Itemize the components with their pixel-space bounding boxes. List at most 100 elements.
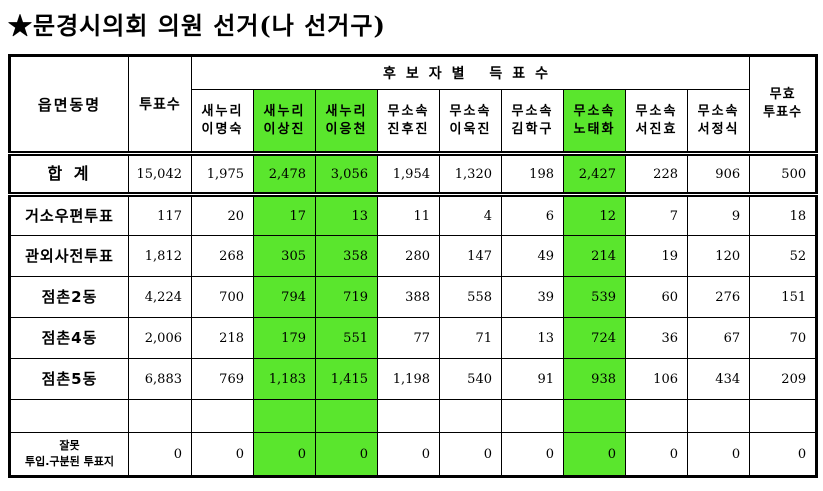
table-cell: 906 — [686, 151, 751, 197]
row-label: 잘못 투입.구분된 투표지 — [9, 432, 129, 477]
table-cell: 0 — [563, 432, 626, 477]
table-cell — [563, 399, 626, 433]
table-cell: 1,415 — [315, 358, 378, 400]
col-header-candidate-7: 무소속 노태화 — [563, 89, 626, 155]
table-cell: 91 — [501, 358, 564, 400]
table-cell: 276 — [686, 276, 751, 318]
table-cell: 7 — [625, 194, 688, 236]
table-cell: 18 — [749, 194, 818, 236]
table-row-7 — [9, 399, 818, 433]
table-cell: 500 — [749, 151, 818, 197]
table-cell: 358 — [315, 235, 378, 277]
row-label: 거소우편투표 — [9, 194, 129, 236]
table-cell: 0 — [315, 432, 378, 477]
table-cell: 1,320 — [439, 151, 502, 197]
table-cell: 147 — [439, 235, 502, 277]
table-cell: 0 — [501, 432, 564, 477]
table-cell: 0 — [253, 432, 316, 477]
table-cell: 388 — [377, 276, 440, 318]
table-row-4: 점촌2동 4,224 700 794 719 388 558 39 539 60 276 151 — [9, 276, 818, 318]
table-cell: 6,883 — [128, 358, 192, 400]
table-cell: 6 — [501, 194, 564, 236]
row-label: 점촌2동 — [9, 276, 129, 318]
table-cell: 71 — [439, 317, 502, 359]
col-header-candidate-5: 무소속 이욱진 — [439, 89, 502, 155]
table-cell: 228 — [625, 151, 688, 197]
table-cell: 106 — [625, 358, 688, 400]
table-cell — [315, 399, 378, 433]
table-cell: 769 — [191, 358, 254, 400]
table-row-3: 관외사전투표 1,812 268 305 358 280 147 49 214 19 120 52 — [9, 235, 818, 277]
table-cell: 558 — [439, 276, 502, 318]
table-cell: 9 — [686, 194, 751, 236]
col-header-candidate-3: 새누리 이응천 — [315, 89, 378, 155]
table-cell: 4 — [439, 194, 502, 236]
table-cell: 209 — [749, 358, 818, 400]
table-cell: 120 — [686, 235, 751, 277]
row-label: 관외사전투표 — [9, 235, 129, 277]
table-cell: 39 — [501, 276, 564, 318]
table-cell — [439, 399, 502, 433]
table-cell: 0 — [686, 432, 751, 477]
table-cell: 13 — [501, 317, 564, 359]
table-cell — [377, 399, 440, 433]
table-cell: 218 — [191, 317, 254, 359]
table-cell — [128, 399, 192, 433]
table-cell: 0 — [191, 432, 254, 477]
table-cell: 13 — [315, 194, 378, 236]
table-cell: 1,954 — [377, 151, 440, 197]
table-cell: 794 — [253, 276, 316, 318]
table-cell: 0 — [625, 432, 688, 477]
table-cell — [253, 399, 316, 433]
table-cell: 15,042 — [128, 151, 192, 197]
col-header-candidate-1: 새누리 이명숙 — [191, 89, 254, 155]
table-cell — [501, 399, 564, 433]
table-cell: 117 — [128, 194, 192, 236]
table-cell: 540 — [439, 358, 502, 400]
table-cell: 0 — [128, 432, 192, 477]
table-cell: 305 — [253, 235, 316, 277]
table-cell: 2,427 — [563, 151, 626, 197]
row-label: 점촌5동 — [9, 358, 129, 400]
election-results-table: 읍면동명 투표수 후보자별 득표수 무효 투표수 새누리 이명숙 새누리 이상진 새… — [8, 54, 819, 478]
col-header-candidate-8: 무소속 서진효 — [625, 89, 688, 155]
table-cell — [686, 399, 751, 433]
table-cell: 719 — [315, 276, 378, 318]
table-row-1: 합 계 15,042 1,975 2,478 3,056 1,954 1,320 198 2,4… — [9, 151, 818, 197]
col-header-candidate-4: 무소속 진후진 — [377, 89, 440, 155]
table-cell: 724 — [563, 317, 626, 359]
table-cell: 60 — [625, 276, 688, 318]
table-cell: 11 — [377, 194, 440, 236]
table-row-8: 잘못 투입.구분된 투표지 0 0 0 0 0 0 0 0 0 0 0 — [9, 432, 818, 477]
table-cell: 77 — [377, 317, 440, 359]
table-row-5: 점촌4동 2,006 218 179 551 77 71 13 724 36 67 70 — [9, 317, 818, 359]
row-label: 점촌4동 — [9, 317, 129, 359]
table-row-2: 거소우편투표 117 20 17 13 11 4 6 12 7 9 18 — [9, 194, 818, 236]
table-cell: 2,478 — [253, 151, 316, 197]
table-cell — [749, 399, 818, 433]
table-cell: 49 — [501, 235, 564, 277]
table-cell: 268 — [191, 235, 254, 277]
col-header-candidate-6: 무소속 김학구 — [501, 89, 564, 155]
table-cell: 539 — [563, 276, 626, 318]
table-cell: 4,224 — [128, 276, 192, 318]
table-cell: 67 — [686, 317, 751, 359]
table-cell: 700 — [191, 276, 254, 318]
table-row-6: 점촌5동 6,883 769 1,183 1,415 1,198 540 91 938 106 43… — [9, 358, 818, 400]
table-cell: 179 — [253, 317, 316, 359]
col-header-region: 읍면동명 — [9, 55, 129, 154]
table-cell: 151 — [749, 276, 818, 318]
table-cell: 20 — [191, 194, 254, 236]
col-header-candidates-group: 후보자별 득표수 — [190, 55, 751, 90]
page-title: ★문경시의회 의원 선거(나 선거구) — [8, 11, 386, 40]
table-cell: 1,198 — [377, 358, 440, 400]
table-cell: 17 — [253, 194, 316, 236]
table-cell: 2,006 — [128, 317, 192, 359]
table-cell: 3,056 — [315, 151, 378, 197]
table-cell: 52 — [749, 235, 818, 277]
table-cell: 551 — [315, 317, 378, 359]
row-label: 합 계 — [9, 151, 129, 197]
table-cell: 1,183 — [253, 358, 316, 400]
col-header-candidate-2: 새누리 이상진 — [253, 89, 316, 155]
table-cell: 0 — [377, 432, 440, 477]
